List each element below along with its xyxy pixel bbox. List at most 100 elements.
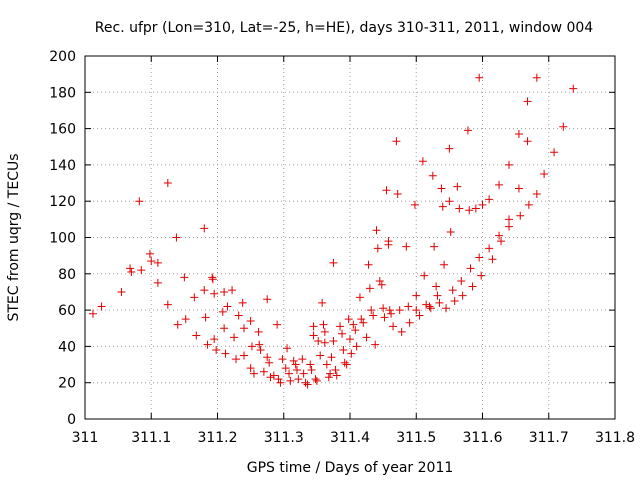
- data-point: [263, 295, 272, 304]
- data-point: [210, 335, 219, 344]
- data-point: [445, 144, 454, 153]
- data-point: [477, 271, 486, 280]
- data-point: [329, 336, 338, 345]
- data-point: [324, 373, 333, 382]
- data-point: [445, 197, 454, 206]
- x-axis-label: GPS time / Days of year 2011: [247, 460, 454, 476]
- y-tick-label: 120: [49, 194, 76, 210]
- data-point: [208, 275, 217, 284]
- data-points: [88, 73, 578, 389]
- data-point: [221, 349, 230, 358]
- data-point: [316, 351, 325, 360]
- data-point: [298, 355, 307, 364]
- data-point: [404, 302, 413, 311]
- data-point: [311, 375, 320, 384]
- data-point: [255, 340, 264, 349]
- data-point: [362, 333, 371, 342]
- data-point: [485, 195, 494, 204]
- data-point: [273, 320, 282, 329]
- data-point: [137, 266, 146, 275]
- data-point: [303, 380, 312, 389]
- y-axis-label: STEC from uqrg / TECUs: [6, 153, 22, 321]
- data-point: [320, 338, 329, 347]
- data-point: [471, 204, 480, 213]
- data-point: [309, 322, 318, 331]
- data-point: [364, 260, 373, 269]
- data-point: [532, 73, 541, 82]
- x-tick-label: 311.8: [595, 430, 635, 446]
- data-point: [220, 287, 229, 296]
- data-point: [379, 304, 388, 313]
- data-point: [340, 358, 349, 367]
- y-tick-label: 80: [58, 267, 76, 283]
- data-point: [359, 318, 368, 327]
- data-point: [306, 360, 315, 369]
- data-point: [238, 298, 247, 307]
- data-point: [203, 340, 212, 349]
- data-point: [200, 286, 209, 295]
- data-point: [223, 302, 232, 311]
- data-point: [346, 335, 354, 344]
- axis-ticks: 311 311.1 311.2 311.3 311.4 311.5 311.6 311.7 31…: [49, 49, 635, 446]
- x-tick-label: 311.2: [197, 430, 237, 446]
- data-point: [377, 280, 386, 289]
- data-point: [540, 169, 549, 178]
- data-point: [505, 160, 513, 169]
- data-point: [344, 315, 353, 324]
- data-point: [208, 273, 217, 282]
- data-point: [127, 267, 136, 276]
- data-point: [465, 206, 474, 215]
- data-point: [336, 322, 345, 331]
- data-point: [339, 346, 348, 355]
- data-point: [495, 231, 504, 240]
- data-point: [437, 184, 446, 193]
- data-point: [497, 237, 506, 246]
- data-point: [448, 286, 457, 295]
- data-point: [318, 298, 327, 307]
- data-point: [357, 315, 366, 324]
- data-point: [505, 222, 513, 231]
- data-point: [516, 211, 525, 220]
- data-point: [163, 179, 172, 188]
- data-point: [259, 367, 268, 376]
- data-point: [309, 331, 318, 340]
- data-point: [435, 298, 444, 307]
- x-tick-label: 311.3: [264, 430, 304, 446]
- data-point: [397, 327, 406, 336]
- data-point: [294, 375, 303, 384]
- data-point: [347, 349, 356, 358]
- data-point: [524, 200, 533, 209]
- data-point: [200, 224, 209, 233]
- data-point: [485, 244, 494, 253]
- data-point: [232, 355, 241, 364]
- data-point: [301, 378, 310, 387]
- data-point: [190, 293, 199, 302]
- data-point: [369, 311, 378, 320]
- data-point: [307, 365, 316, 374]
- data-point: [432, 282, 441, 291]
- data-point: [372, 226, 381, 235]
- data-point: [365, 284, 374, 293]
- data-point: [276, 378, 285, 387]
- data-point: [329, 258, 338, 267]
- data-point: [455, 204, 464, 213]
- data-point: [147, 257, 156, 266]
- data-point: [153, 278, 162, 287]
- data-point: [293, 365, 301, 374]
- data-point: [371, 340, 380, 349]
- data-point: [135, 197, 144, 206]
- data-point: [385, 306, 394, 315]
- data-point: [438, 202, 447, 211]
- data-point: [230, 333, 239, 342]
- data-point: [412, 306, 421, 315]
- data-point: [523, 137, 532, 146]
- data-point: [338, 329, 347, 338]
- data-point: [393, 189, 402, 198]
- data-point: [395, 306, 404, 315]
- data-point: [314, 336, 323, 345]
- x-tick-label: 311.1: [131, 430, 171, 446]
- data-point: [274, 375, 283, 384]
- data-point: [402, 242, 411, 251]
- data-point: [428, 171, 437, 180]
